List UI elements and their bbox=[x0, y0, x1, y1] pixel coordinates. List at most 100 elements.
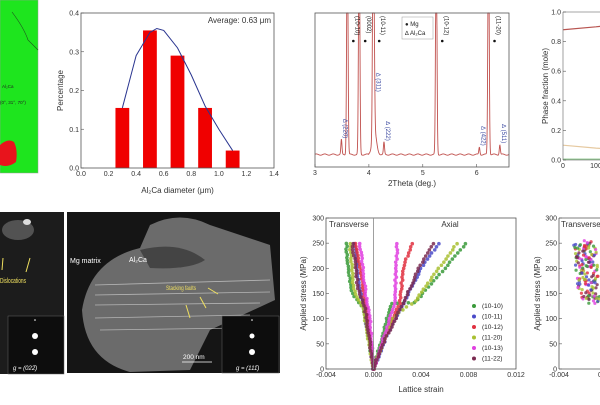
data-point bbox=[394, 267, 398, 271]
data-point bbox=[587, 261, 590, 264]
data-point bbox=[365, 313, 369, 317]
data-point bbox=[385, 334, 389, 338]
data-point bbox=[451, 248, 455, 252]
phase-fraction-line bbox=[563, 145, 600, 149]
data-point bbox=[574, 269, 577, 272]
data-point bbox=[430, 275, 434, 279]
y-tick-label: 300 bbox=[545, 216, 557, 223]
tem-image-right: Mg matrix Al₂Ca Stacking faults 200 nm g… bbox=[67, 212, 280, 373]
data-point bbox=[587, 284, 590, 287]
data-point bbox=[409, 245, 413, 249]
data-point bbox=[579, 243, 582, 246]
x-tick-label: 1.2 bbox=[242, 171, 252, 178]
mg-peak-marker bbox=[378, 40, 381, 43]
x-tick-label: 5 bbox=[421, 170, 425, 177]
y-tick-label: 200 bbox=[545, 266, 557, 273]
data-point bbox=[395, 257, 399, 261]
data-point bbox=[581, 272, 584, 275]
data-point bbox=[578, 266, 581, 269]
legend-marker bbox=[472, 336, 476, 340]
data-point bbox=[428, 254, 432, 258]
x-tick-label: -0.004 bbox=[316, 372, 336, 379]
data-point bbox=[374, 361, 378, 365]
data-point bbox=[584, 282, 587, 285]
data-point bbox=[395, 245, 399, 249]
data-point bbox=[582, 254, 585, 257]
data-point bbox=[459, 248, 463, 252]
x-tick-label: 0.000 bbox=[365, 372, 383, 379]
y-tick-label: 150 bbox=[312, 291, 324, 298]
y-tick-label: 0.4 bbox=[551, 98, 561, 105]
data-point bbox=[403, 260, 407, 264]
peak-label: (10-10) bbox=[353, 16, 359, 35]
data-point bbox=[449, 251, 453, 255]
xrd-chart: 3 4 5 62Theta (deg.)∆ (220)(10-10) (0002) (10… bbox=[313, 13, 509, 188]
data-point bbox=[442, 260, 446, 264]
figure: Al₂Ca (0°, 31°, 70°) 0.00.10.20.30.40.0 0… bbox=[0, 0, 600, 400]
phase-fraction-chart: 0.00.20.40.60.81.00 100Phase fraction (mo… bbox=[541, 10, 600, 171]
data-point bbox=[362, 272, 366, 276]
diffraction-g-vector-left: g = (022̄) bbox=[13, 366, 37, 372]
data-point bbox=[583, 278, 586, 281]
lattice-strain-chart: 050100150200250300-0.004 0.000 0.004 0.008 0… bbox=[299, 216, 525, 395]
data-point bbox=[576, 286, 579, 289]
data-point bbox=[581, 267, 584, 270]
data-point bbox=[596, 275, 599, 278]
peak-label: ∆ (220) bbox=[341, 119, 348, 138]
data-point bbox=[456, 251, 460, 255]
data-point bbox=[407, 251, 411, 255]
data-point bbox=[593, 295, 596, 298]
phase-fraction-line bbox=[563, 25, 600, 29]
data-point bbox=[428, 248, 432, 252]
data-point bbox=[581, 288, 584, 291]
data-point bbox=[436, 267, 440, 271]
data-point bbox=[426, 257, 430, 261]
histogram-bar bbox=[198, 108, 212, 168]
lattice-strain-chart-2: 050100150200250300-0.0040Applied stress … bbox=[533, 216, 600, 380]
data-point bbox=[399, 305, 403, 309]
x-tick-label: 0.008 bbox=[460, 372, 478, 379]
x-axis-label: Al₂Ca diameter (μm) bbox=[141, 186, 214, 195]
legend-marker bbox=[472, 357, 476, 361]
data-point bbox=[362, 281, 366, 285]
data-point bbox=[451, 257, 455, 261]
data-point bbox=[580, 263, 583, 266]
histogram-bar bbox=[115, 108, 129, 168]
y-tick-label: 0.6 bbox=[551, 69, 561, 76]
peak-label: (11-20) bbox=[495, 16, 501, 35]
data-point bbox=[396, 251, 400, 255]
legend-entry: ∆ Al₂Ca bbox=[405, 30, 426, 37]
peak-label: ∆ (222) bbox=[384, 121, 391, 140]
peak-label: ∆ (311) bbox=[374, 73, 381, 92]
data-point bbox=[587, 302, 590, 305]
y-tick-label: 0.3 bbox=[69, 49, 79, 56]
data-point bbox=[594, 248, 597, 251]
data-point bbox=[583, 272, 586, 275]
data-point bbox=[446, 263, 450, 267]
y-tick-label: 0.2 bbox=[551, 128, 561, 135]
data-point bbox=[401, 308, 405, 312]
data-point bbox=[421, 260, 425, 264]
data-point bbox=[426, 281, 430, 285]
region-label-transverse: Transverse bbox=[561, 220, 600, 229]
data-point bbox=[590, 281, 593, 284]
map-label-phase: Al₂Ca bbox=[2, 84, 14, 89]
data-point bbox=[580, 292, 583, 295]
legend-marker bbox=[472, 304, 476, 308]
y-axis-label: Percentage bbox=[56, 69, 65, 110]
tem-image-left: Dislocations g = (022̄) bbox=[0, 212, 64, 374]
data-point bbox=[587, 278, 590, 281]
data-point bbox=[422, 263, 426, 267]
data-point bbox=[437, 242, 441, 246]
map-label-euler: (0°, 31°, 70°) bbox=[0, 100, 26, 105]
data-point bbox=[349, 257, 353, 261]
data-point bbox=[432, 242, 436, 246]
data-point bbox=[410, 242, 414, 246]
data-point bbox=[583, 239, 586, 242]
data-point bbox=[365, 297, 369, 301]
peak-label: (0002) bbox=[365, 16, 371, 33]
data-point bbox=[430, 282, 434, 286]
diffraction-inset bbox=[222, 316, 279, 373]
data-point bbox=[593, 254, 596, 257]
y-axis-label: Phase fraction (mole) bbox=[541, 48, 550, 124]
